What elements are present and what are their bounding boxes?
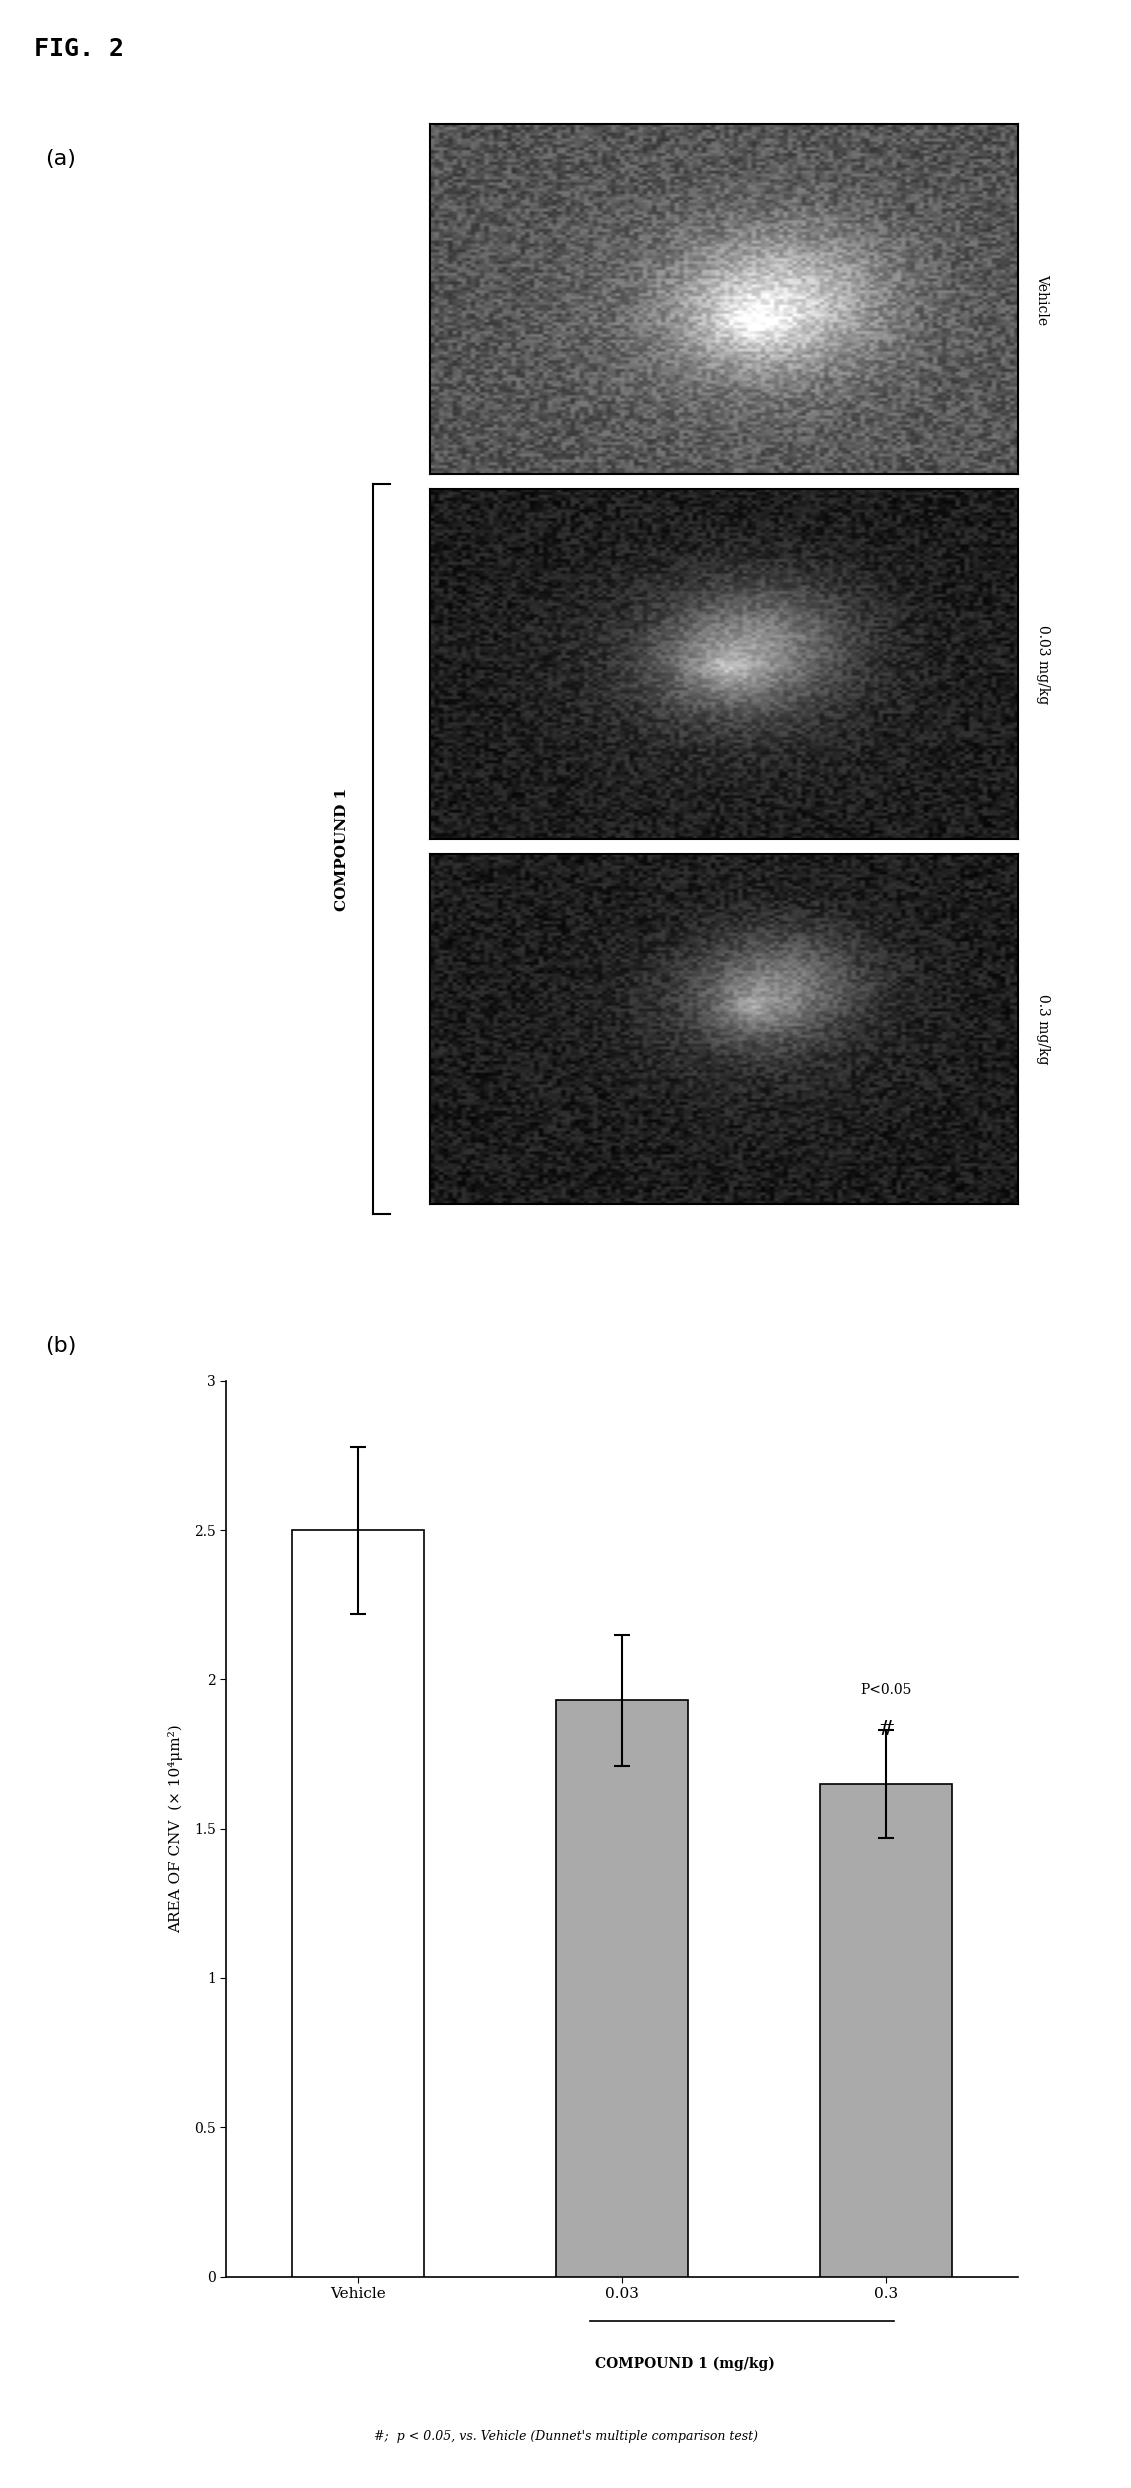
Text: Vehicle: Vehicle bbox=[1036, 274, 1050, 326]
Text: #: # bbox=[878, 1719, 895, 1739]
Text: 0.03 mg/kg: 0.03 mg/kg bbox=[1036, 624, 1050, 704]
Text: 0.3 mg/kg: 0.3 mg/kg bbox=[1036, 993, 1050, 1065]
Text: P<0.05: P<0.05 bbox=[861, 1684, 912, 1697]
Text: #;  p < 0.05, vs. Vehicle (Dunnet's multiple comparison test): #; p < 0.05, vs. Vehicle (Dunnet's multi… bbox=[373, 2431, 758, 2443]
Text: FIG. 2: FIG. 2 bbox=[34, 37, 124, 62]
Text: (a): (a) bbox=[45, 149, 76, 169]
Text: (b): (b) bbox=[45, 1336, 77, 1356]
Text: COMPOUND 1: COMPOUND 1 bbox=[335, 789, 348, 911]
Bar bbox=[820, 1784, 952, 2277]
Bar bbox=[292, 1530, 424, 2277]
Text: COMPOUND 1 (mg/kg): COMPOUND 1 (mg/kg) bbox=[595, 2356, 776, 2371]
Y-axis label: AREA OF CNV  (× 10⁴μm²): AREA OF CNV (× 10⁴μm²) bbox=[167, 1724, 183, 1933]
Bar bbox=[556, 1699, 688, 2277]
